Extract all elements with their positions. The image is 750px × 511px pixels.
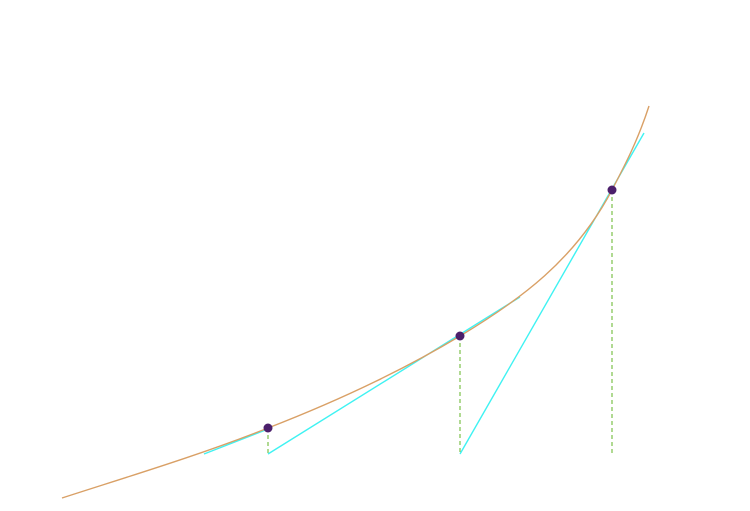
point <box>263 423 273 433</box>
secant-line <box>267 296 521 455</box>
secant-line <box>203 428 269 455</box>
point <box>455 331 465 341</box>
points <box>263 185 617 433</box>
drop-lines <box>267 190 613 454</box>
point <box>607 185 617 195</box>
